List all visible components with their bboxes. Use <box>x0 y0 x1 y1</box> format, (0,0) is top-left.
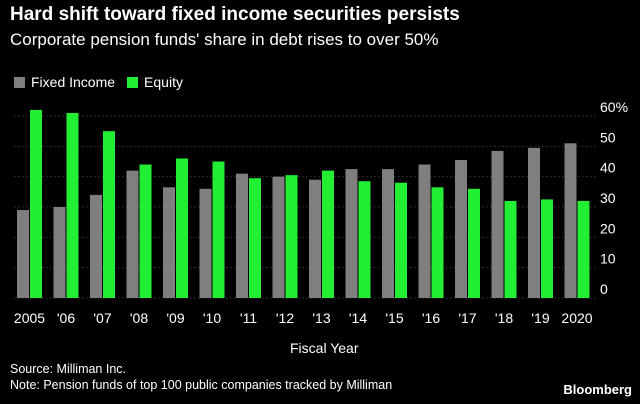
bar-fixed-income <box>418 164 431 298</box>
legend-swatch-equity <box>127 76 139 88</box>
x-tick-label: '10 <box>203 310 221 326</box>
bar-equity <box>139 164 152 298</box>
bar-equity <box>176 158 188 298</box>
bar-fixed-income <box>564 143 577 298</box>
y-tick-label: 40 <box>600 160 616 176</box>
legend-label-fixed-income: Fixed Income <box>31 74 116 90</box>
source-note: Source: Milliman Inc. <box>10 362 127 376</box>
x-tick-label: '14 <box>349 310 367 326</box>
bar-equity <box>395 182 407 298</box>
x-tick-label: 2020 <box>561 310 592 326</box>
x-tick-label: '12 <box>276 310 294 326</box>
y-axis-ticks: 60% 50 40 30 20 10 0 <box>600 99 628 297</box>
x-tick-label: '15 <box>385 310 403 326</box>
bar-equity <box>577 200 590 298</box>
chart-title: Hard shift toward fixed income securitie… <box>10 4 460 25</box>
x-tick-label: '06 <box>57 310 75 326</box>
y-tick-label: 10 <box>600 251 616 267</box>
x-tick-label: '07 <box>93 310 111 326</box>
x-tick-label: '08 <box>130 310 148 326</box>
bar-fixed-income <box>455 159 467 298</box>
legend: Fixed Income Equity <box>14 74 195 90</box>
legend-swatch-fixed-income <box>14 76 25 88</box>
y-tick-label: 20 <box>600 220 616 236</box>
bar-fixed-income <box>126 170 139 298</box>
bar-equity <box>322 170 334 298</box>
bar-fixed-income <box>491 150 504 298</box>
y-tick-label: 0 <box>600 281 608 297</box>
x-tick-label: '16 <box>422 310 440 326</box>
bar-equity <box>66 112 79 298</box>
bar-fixed-income <box>163 187 175 298</box>
x-tick-label: '19 <box>531 310 549 326</box>
bloomberg-logo: Bloomberg <box>563 382 632 397</box>
bar-fixed-income <box>90 194 102 298</box>
footnote: Note: Pension funds of top 100 public co… <box>10 378 393 392</box>
x-tick-label: 2005 <box>14 310 45 326</box>
y-tick-label: 30 <box>600 190 616 206</box>
x-tick-label: '17 <box>458 310 476 326</box>
y-tick-label: 60% <box>600 99 628 115</box>
x-axis-ticks: 2005 '06 '07 '08 '09 '10 '11 '12 '13 '14 '15 '16 '17… <box>14 310 593 326</box>
bar-fixed-income <box>17 210 29 298</box>
bar-fixed-income <box>53 207 66 298</box>
bar-equity <box>468 188 480 298</box>
bar-equity <box>285 175 298 298</box>
x-axis-label: Fiscal Year <box>290 340 359 356</box>
bar-fixed-income <box>236 173 248 298</box>
bar-equity <box>431 187 444 298</box>
bar-fixed-income <box>382 169 394 298</box>
bar-fixed-income <box>199 188 212 298</box>
legend-item-fixed-income: Fixed Income <box>14 74 115 90</box>
x-tick-label: '09 <box>166 310 184 326</box>
x-tick-label: '13 <box>312 310 330 326</box>
bar-equity <box>30 109 42 298</box>
bar-equity <box>103 131 115 298</box>
bar-equity <box>212 161 225 298</box>
legend-label-equity: Equity <box>144 74 183 90</box>
bar-fixed-income <box>528 147 540 298</box>
y-tick-label: 50 <box>600 129 616 145</box>
bar-equity <box>358 181 371 298</box>
legend-item-equity: Equity <box>127 74 183 90</box>
bar-equity <box>541 199 553 298</box>
bars <box>17 109 590 298</box>
bar-fixed-income <box>345 169 358 298</box>
bar-fixed-income <box>272 176 285 298</box>
bar-equity <box>249 178 261 298</box>
chart-subtitle: Corporate pension funds' share in debt r… <box>10 30 439 49</box>
bar-equity <box>504 200 517 298</box>
x-tick-label: '18 <box>495 310 513 326</box>
x-tick-label: '11 <box>240 310 257 326</box>
bar-fixed-income <box>309 179 321 298</box>
